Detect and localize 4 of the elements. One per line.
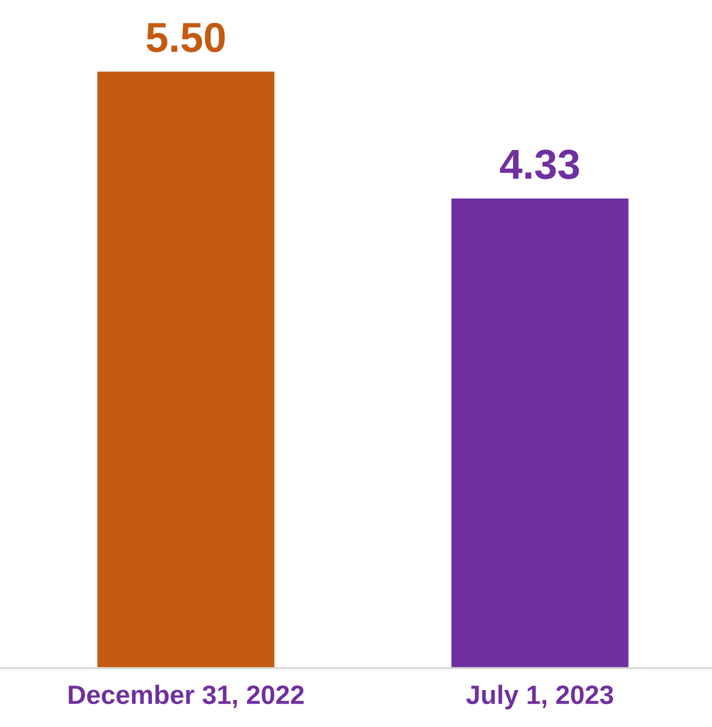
x-tick-label: December 31, 2022: [68, 684, 304, 708]
x-tick-label: July 1, 2023: [466, 684, 614, 710]
data-label: 5.50: [146, 22, 225, 52]
data-label: 4.33: [500, 150, 579, 180]
